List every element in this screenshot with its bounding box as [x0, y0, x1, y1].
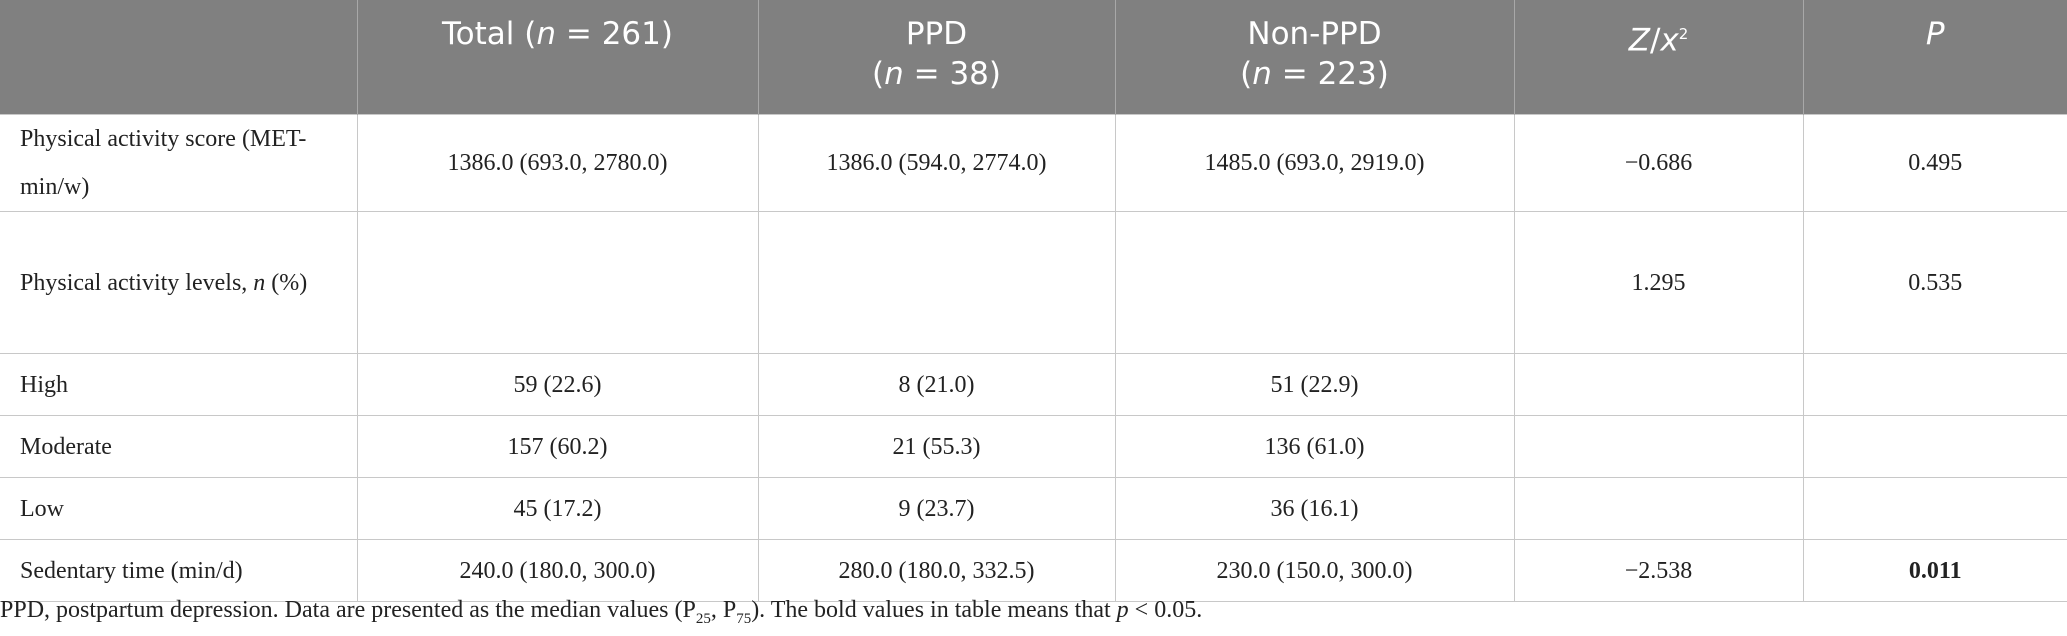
cell: 0.535 — [1802, 211, 2067, 354]
cell: 36 (16.1) — [1114, 477, 1515, 540]
text-run: , P — [710, 597, 737, 623]
text-run: / — [1649, 22, 1661, 59]
cell: 1485.0 (693.0, 2919.0) — [1114, 114, 1515, 212]
row: Low 45 (17.2) 9 (23.7) 36 (16.1) — [0, 477, 2067, 540]
row: Moderate 157 (60.2) 21 (55.3) 136 (61.0) — [0, 415, 2067, 478]
row: High 59 (22.6) 8 (21.0) 51 (22.9) — [0, 353, 2067, 416]
header-cell: Z/x2 — [1513, 0, 1803, 115]
text-run: < 0.05. — [1128, 597, 1203, 623]
cell: 230.0 (150.0, 300.0) — [1114, 539, 1515, 602]
text-run: ). The bold values in table means that — [751, 597, 1117, 623]
row-label: Moderate — [0, 415, 358, 478]
text-run: ( — [872, 56, 885, 92]
row-label: Sedentary time (min/d) — [0, 539, 358, 602]
cell: 157 (60.2) — [356, 415, 759, 478]
text-run: ( — [1240, 56, 1253, 92]
header-row: Total (n = 261) PPD (n = 38) Non-PPD (n = … — [0, 0, 2067, 115]
cell: 21 (55.3) — [757, 415, 1116, 478]
cell: −0.686 — [1513, 114, 1804, 212]
text-run: p — [1116, 597, 1129, 623]
cell: 240.0 (180.0, 300.0) — [356, 539, 759, 602]
text-run: 25 — [695, 610, 711, 627]
text-run: (%) — [265, 269, 308, 296]
data-table: Total (n = 261) PPD (n = 38) Non-PPD (n = … — [0, 0, 2067, 602]
cell — [757, 211, 1116, 354]
row-label: Physical activity levels, n (%) — [0, 211, 358, 354]
header-cell: P — [1802, 0, 2067, 115]
cell — [1513, 477, 1804, 540]
text-run: n — [253, 269, 266, 296]
cell — [1802, 353, 2067, 416]
header-cell: Total (n = 261) — [356, 0, 758, 115]
text-run: n — [536, 16, 557, 52]
row-label: Physical activity score (MET-min/w) — [0, 114, 358, 212]
cell — [1802, 415, 2067, 478]
cell: 8 (21.0) — [757, 353, 1116, 416]
cell: 9 (23.7) — [757, 477, 1116, 540]
text-run: PPD — [905, 16, 968, 52]
text-run: = 38) — [903, 56, 1001, 92]
cell: 1386.0 (594.0, 2774.0) — [757, 114, 1116, 212]
cell — [356, 211, 759, 354]
cell: 59 (22.6) — [356, 353, 759, 416]
cell — [1802, 477, 2067, 540]
text-run: 75 — [736, 610, 752, 627]
text-run: Physical activity levels, — [20, 269, 254, 296]
header-cell: PPD (n = 38) — [757, 0, 1115, 115]
text-run: n — [884, 56, 904, 92]
text-run: x — [1660, 22, 1679, 59]
text-run: Z — [1628, 22, 1650, 59]
cell: 1386.0 (693.0, 2780.0) — [356, 114, 759, 212]
text-run: PPD, postpartum depression. Data are pre… — [0, 597, 696, 623]
header-cell — [0, 0, 357, 115]
text-run: = 223) — [1271, 56, 1389, 92]
cell — [1513, 415, 1804, 478]
cell: 0.495 — [1802, 114, 2067, 212]
cell: 51 (22.9) — [1114, 353, 1515, 416]
row: Physical activity score (MET-min/w) 1386… — [0, 114, 2067, 212]
header-cell: Non-PPD (n = 223) — [1114, 0, 1514, 115]
cell: 0.011 — [1802, 539, 2067, 602]
cell: 136 (61.0) — [1114, 415, 1515, 478]
text-run: Non-PPD — [1247, 16, 1382, 52]
cell — [1114, 211, 1515, 354]
cell: −2.538 — [1513, 539, 1804, 602]
cell: 280.0 (180.0, 332.5) — [757, 539, 1116, 602]
row: Physical activity levels, n (%) 1.295 0.… — [0, 211, 2067, 354]
text-run: = 261) — [556, 16, 673, 52]
row-label: High — [0, 353, 358, 416]
cell — [1513, 353, 1804, 416]
row: Sedentary time (min/d) 240.0 (180.0, 300… — [0, 539, 2067, 602]
row-label: Low — [0, 477, 358, 540]
text-run: n — [1252, 56, 1272, 92]
cell: 1.295 — [1513, 211, 1804, 354]
text-run: P — [1925, 16, 1945, 52]
text-run: Total ( — [442, 16, 537, 52]
cell: 45 (17.2) — [356, 477, 759, 540]
text-run: 2 — [1678, 25, 1689, 43]
footnote: PPD, postpartum depression. Data are pre… — [0, 597, 1202, 628]
